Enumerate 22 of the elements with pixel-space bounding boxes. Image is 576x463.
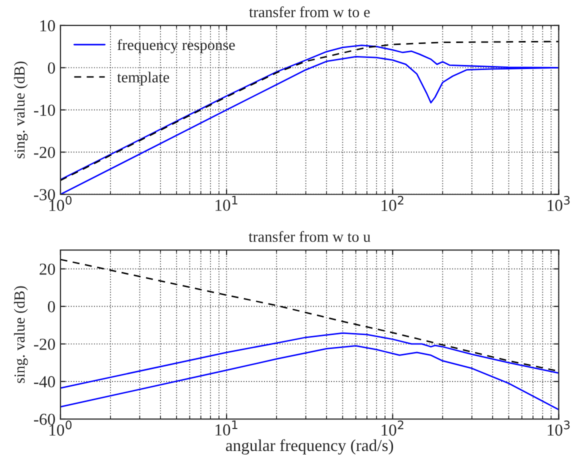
legend-label: frequency response <box>117 39 235 54</box>
y-tick-label: 0 <box>48 62 55 74</box>
y-tick-label: 10 <box>40 20 55 32</box>
y-tick-label: -20 <box>34 146 55 158</box>
x-axis-title: angular frequency (rad/s) <box>226 439 394 455</box>
y-tick-label: 0 <box>48 301 55 312</box>
x-tick-label: 10$^{2}$ <box>382 196 404 212</box>
y-axis-title: sing. value (dB) <box>14 286 28 383</box>
legend-label: template <box>117 72 170 86</box>
x-tick-label: 10$^{2}$ <box>382 420 404 436</box>
y-tick-label: 20 <box>40 264 55 275</box>
chart-title: transfer from w to e <box>249 6 370 18</box>
x-tick-label: 10$^{3}$ <box>548 196 570 212</box>
y-axis-title: sing. value (dB) <box>14 62 28 158</box>
y-tick-label: -30 <box>34 189 55 200</box>
y-tick-label: -40 <box>34 376 55 388</box>
x-tick-label: 10$^{3}$ <box>548 420 570 436</box>
x-tick-label: 10$^{1}$ <box>216 196 238 211</box>
x-tick-label: 10$^{1}$ <box>216 420 238 436</box>
y-tick-label: -20 <box>34 338 55 350</box>
y-tick-label: -10 <box>34 104 55 116</box>
chart-title: transfer from w to u <box>248 231 370 242</box>
